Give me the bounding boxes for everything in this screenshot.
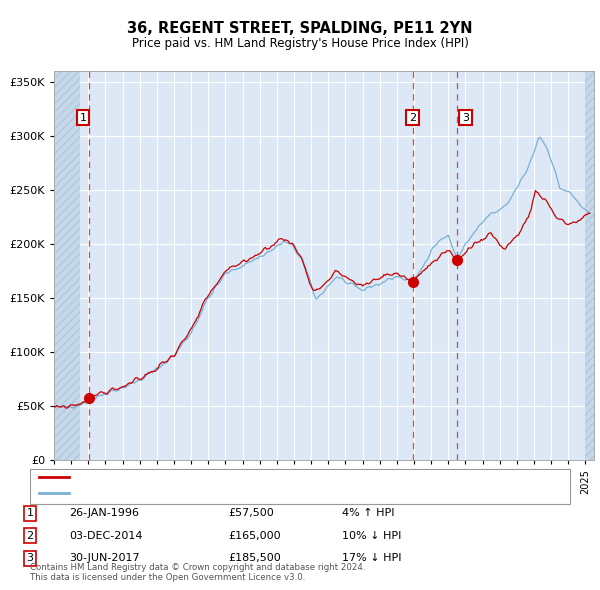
Text: 3: 3 [462,113,469,123]
Bar [586,71,594,460]
Text: Price paid vs. HM Land Registry's House Price Index (HPI): Price paid vs. HM Land Registry's House … [131,37,469,50]
Text: 36, REGENT STREET, SPALDING, PE11 2YN: 36, REGENT STREET, SPALDING, PE11 2YN [127,21,473,35]
Text: 1: 1 [80,113,86,123]
Text: 2: 2 [26,531,34,540]
Text: 2: 2 [409,113,416,123]
Text: Contains HM Land Registry data © Crown copyright and database right 2024.
This d: Contains HM Land Registry data © Crown c… [30,563,365,582]
Text: £57,500: £57,500 [228,509,274,518]
Text: 03-DEC-2014: 03-DEC-2014 [69,531,143,540]
Text: 26-JAN-1996: 26-JAN-1996 [69,509,139,518]
Text: 3: 3 [26,553,34,563]
Text: 10% ↓ HPI: 10% ↓ HPI [342,531,401,540]
Bar [54,71,80,460]
Text: 36, REGENT STREET, SPALDING, PE11 2YN (detached house): 36, REGENT STREET, SPALDING, PE11 2YN (d… [75,472,389,481]
Text: 30-JUN-2017: 30-JUN-2017 [69,553,140,563]
Text: 1: 1 [26,509,34,518]
Text: £185,500: £185,500 [228,553,281,563]
Text: HPI: Average price, detached house, South Holland: HPI: Average price, detached house, Sout… [75,488,341,497]
Text: 4% ↑ HPI: 4% ↑ HPI [342,509,395,518]
Text: 17% ↓ HPI: 17% ↓ HPI [342,553,401,563]
Text: £165,000: £165,000 [228,531,281,540]
